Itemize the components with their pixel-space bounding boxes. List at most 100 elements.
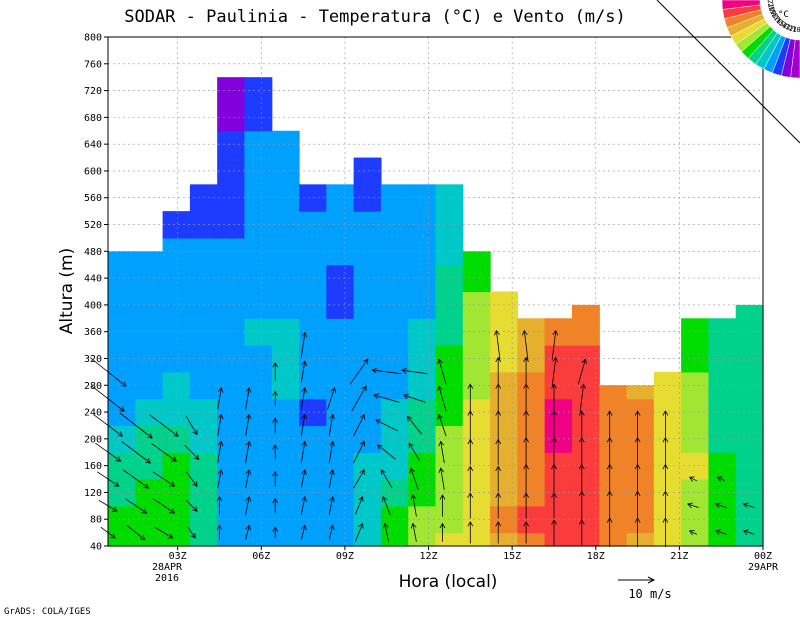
y-tick-label: 720 <box>84 86 102 97</box>
heatmap-cell <box>681 371 710 400</box>
wind-arrow <box>300 524 307 540</box>
wind-arrow <box>495 356 502 387</box>
wind-arrow <box>410 522 417 542</box>
heatmap-cell <box>462 371 491 400</box>
wind-arrow <box>217 440 224 464</box>
heatmap-cell <box>517 318 546 346</box>
heatmap-cell <box>162 291 191 319</box>
heatmap-cell <box>462 425 491 453</box>
wind-arrow <box>300 387 308 410</box>
heatmap-cell <box>217 345 246 373</box>
heatmap-cell <box>135 452 164 480</box>
heatmap-cell <box>380 532 409 547</box>
heatmap-cell <box>353 371 382 400</box>
wind-arrow <box>187 526 196 539</box>
heatmap-cell <box>544 452 573 480</box>
wind-arrow <box>467 383 474 414</box>
heatmap-cell <box>408 398 437 427</box>
heatmap-cell <box>326 371 355 400</box>
heatmap-cell <box>735 371 764 400</box>
heatmap-cell <box>353 318 382 346</box>
wind-arrow <box>521 329 529 360</box>
heatmap-cell <box>653 479 682 507</box>
heatmap-cell <box>217 237 246 266</box>
heatmap-cell <box>162 318 191 346</box>
heatmap-cell <box>571 452 600 480</box>
heatmap-cell <box>735 505 764 534</box>
wind-arrow <box>437 385 447 412</box>
heatmap-cell <box>271 157 300 185</box>
heatmap-cell <box>189 452 218 480</box>
y-tick-label: 640 <box>84 140 102 151</box>
wind-arrow <box>551 356 559 387</box>
x-tick-label: 03Z <box>169 551 187 562</box>
wind-arrow <box>300 413 308 437</box>
heatmap-cell <box>135 371 164 400</box>
heatmap-cell <box>462 264 491 293</box>
heatmap-cell <box>708 345 737 373</box>
heatmap-cell <box>244 425 273 453</box>
heatmap-cell <box>326 291 355 319</box>
heatmap-cell <box>544 479 573 507</box>
heatmap-cell <box>380 452 409 480</box>
wind-arrow <box>606 410 613 440</box>
heatmap-cell <box>244 532 273 547</box>
heatmap-cell <box>408 425 437 453</box>
heatmap-cell <box>653 425 682 453</box>
wind-arrow <box>662 410 669 440</box>
wind-arrow <box>437 358 447 385</box>
heatmap-cell <box>490 371 518 400</box>
colorbar-level-label: 16 <box>772 14 784 26</box>
heatmap-cell <box>135 251 164 266</box>
heatmap-cell <box>435 425 464 453</box>
heatmap-cell <box>681 318 710 346</box>
heatmap-cell <box>135 505 164 534</box>
wind-arrow <box>371 367 402 375</box>
wind-arrow <box>152 498 176 514</box>
wind-arrow <box>300 360 308 383</box>
heatmap-cell <box>435 479 464 507</box>
heatmap-cell <box>490 398 518 427</box>
heatmap-cell <box>462 398 491 427</box>
wind-arrow <box>328 440 335 464</box>
wind-arrow <box>300 496 307 515</box>
wind-arrow <box>328 413 335 437</box>
heatmap-cell <box>244 479 273 507</box>
heatmap-cell <box>244 452 273 480</box>
wind-arrow <box>410 494 417 517</box>
heatmap-cell <box>217 318 246 346</box>
wind-arrow <box>152 471 176 487</box>
heatmap-cell <box>626 452 655 480</box>
heatmap-cell <box>217 505 246 534</box>
heatmap-cell <box>599 532 628 547</box>
heatmap-cell <box>490 479 518 507</box>
heatmap-cell <box>162 452 191 480</box>
heatmap-cell <box>708 532 737 547</box>
heatmap-cell <box>353 479 382 507</box>
y-tick-label: 680 <box>84 113 102 124</box>
heatmap-cell <box>408 505 437 534</box>
heatmap-cell <box>599 479 628 507</box>
heatmap-cell <box>299 398 327 427</box>
heatmap-cell <box>490 452 518 480</box>
heatmap-cell <box>299 505 327 534</box>
heatmap-cell <box>271 345 300 373</box>
y-tick-label: 240 <box>84 408 102 419</box>
heatmap-cell <box>544 318 573 346</box>
heatmap-cell <box>189 532 218 547</box>
heatmap-cell <box>353 184 382 212</box>
wind-arrow <box>437 413 447 437</box>
heatmap-cell <box>681 398 710 427</box>
heatmap-cell <box>299 479 327 507</box>
heatmap-cell <box>271 318 300 346</box>
heatmap-cell <box>380 318 409 346</box>
heatmap-cell <box>462 318 491 346</box>
heatmap-cell <box>435 345 464 373</box>
wind-arrow <box>154 526 174 539</box>
heatmap-cell <box>135 345 164 373</box>
y-axis-title: Altura (m) <box>57 248 77 334</box>
heatmap-cell <box>571 532 600 547</box>
plot-frame <box>107 36 764 547</box>
heatmap-cell <box>217 532 246 547</box>
